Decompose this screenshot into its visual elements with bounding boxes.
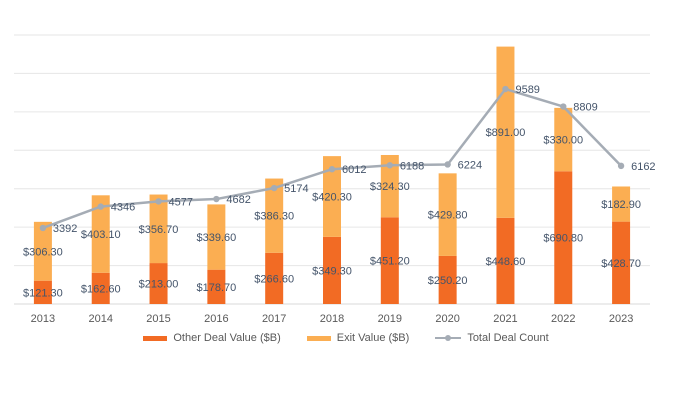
bar-exit-value (323, 156, 341, 237)
legend-swatch-other (143, 335, 168, 341)
point-total-deal-count (213, 195, 220, 203)
legend-label-exit: Exit Value ($B) (336, 332, 410, 344)
bar-exit-value (380, 154, 399, 218)
point-total-deal-count (560, 103, 567, 110)
bar-exit-value (612, 186, 631, 222)
legend-swatch-count (435, 333, 462, 343)
data-labels: $121.30 $306.30 3392 $162.60 $403.10 4346 $213… (23, 84, 656, 299)
legend-item-other-deal-value: Other Deal Value ($B) (143, 332, 281, 344)
data-label-exit-value: $306.30 (23, 246, 63, 258)
data-label-other-deal-value: $213.00 (139, 279, 179, 291)
legend-item-total-deal-count: Total Deal Count (435, 332, 549, 344)
bar-exit-value (438, 173, 457, 256)
bar-exit-value (207, 204, 226, 270)
data-label-other-deal-value: $266.60 (254, 273, 294, 285)
data-label-exit-value: $182.90 (601, 199, 641, 211)
bar-other-deal-value (149, 263, 168, 304)
legend-swatch-exit (306, 335, 331, 341)
data-label-total-deal-count: 3392 (53, 223, 77, 235)
bar-exit-value (33, 221, 52, 281)
bar-series (33, 46, 631, 304)
data-label-exit-value: $330.00 (543, 135, 583, 147)
bar-other-deal-value (612, 221, 631, 304)
point-total-deal-count (617, 162, 625, 170)
point-total-deal-count (155, 198, 162, 205)
point-total-deal-count (386, 162, 394, 169)
data-label-other-deal-value: $448.60 (486, 256, 526, 268)
bar-other-deal-value (438, 255, 457, 304)
data-label-other-deal-value: $250.20 (428, 275, 468, 287)
data-label-total-deal-count: 4577 (169, 196, 193, 208)
point-total-deal-count (97, 203, 104, 210)
data-label-other-deal-value: $162.60 (81, 283, 121, 295)
bar-exit-value (554, 107, 573, 172)
bar-other-deal-value (91, 272, 110, 304)
x-tick-label: 2019 (378, 313, 402, 325)
line-series (39, 85, 625, 232)
data-label-total-deal-count: 9589 (515, 84, 539, 96)
data-label-total-deal-count: 6188 (400, 160, 424, 172)
bar-other-deal-value (323, 236, 341, 304)
point-total-deal-count (502, 85, 509, 93)
bar-other-deal-value (554, 171, 573, 304)
x-tick-label: 2021 (493, 313, 517, 325)
data-label-exit-value: $386.30 (254, 211, 294, 223)
data-label-total-deal-count: 4682 (226, 194, 250, 206)
data-label-exit-value: $429.80 (428, 210, 468, 222)
bar-other-deal-value (33, 280, 52, 304)
data-label-other-deal-value: $121.30 (23, 287, 63, 299)
data-label-other-deal-value: $690.80 (543, 233, 583, 245)
bar-other-deal-value (496, 217, 515, 304)
data-label-other-deal-value: $451.20 (370, 256, 410, 268)
x-tick-label: 2022 (551, 313, 575, 325)
x-tick-label: 2016 (204, 313, 228, 325)
bar-exit-value (91, 195, 110, 273)
x-tick-label: 2014 (88, 313, 112, 325)
point-total-deal-count (39, 224, 47, 232)
data-label-exit-value: $403.10 (81, 229, 121, 241)
data-label-other-deal-value: $428.70 (601, 258, 641, 270)
legend-label-count: Total Deal Count (467, 332, 549, 344)
data-label-total-deal-count: 6224 (458, 159, 482, 171)
data-label-exit-value: $356.70 (139, 224, 179, 236)
bar-exit-value (265, 178, 284, 253)
legend-label-other: Other Deal Value ($B) (173, 332, 281, 344)
x-tick-label: 2018 (320, 313, 344, 325)
data-label-exit-value: $420.30 (312, 192, 352, 204)
point-total-deal-count (328, 166, 336, 173)
x-tick-label: 2013 (31, 313, 55, 325)
legend: Other Deal Value ($B) Exit Value ($B) To… (0, 332, 692, 344)
x-tick-label: 2023 (609, 313, 633, 325)
x-tick-label: 2017 (262, 313, 286, 325)
data-label-exit-value: $324.30 (370, 181, 410, 193)
legend-item-exit-value: Exit Value ($B) (306, 332, 410, 344)
point-total-deal-count (444, 161, 451, 168)
data-label-total-deal-count: 8809 (573, 102, 597, 114)
bar-exit-value (149, 194, 168, 264)
data-label-total-deal-count: 4346 (111, 202, 135, 214)
x-tick-label: 2020 (435, 313, 459, 325)
data-label-exit-value: $891.00 (486, 127, 526, 139)
x-tick-label: 2015 (146, 313, 170, 325)
data-label-total-deal-count: 6162 (631, 161, 655, 173)
data-label-other-deal-value: $349.30 (312, 265, 352, 277)
x-axis-ticks: 2013 2014 2015 2016 2017 2018 2019 2020 2021 2022… (31, 313, 634, 325)
data-label-total-deal-count: 5174 (284, 183, 308, 195)
data-label-total-deal-count: 6012 (342, 164, 366, 176)
bar-other-deal-value (207, 269, 226, 304)
bar-other-deal-value (380, 217, 399, 304)
data-label-other-deal-value: $178.70 (196, 282, 236, 294)
data-label-exit-value: $339.60 (196, 232, 236, 244)
bar-other-deal-value (265, 252, 284, 304)
point-total-deal-count (270, 184, 278, 192)
